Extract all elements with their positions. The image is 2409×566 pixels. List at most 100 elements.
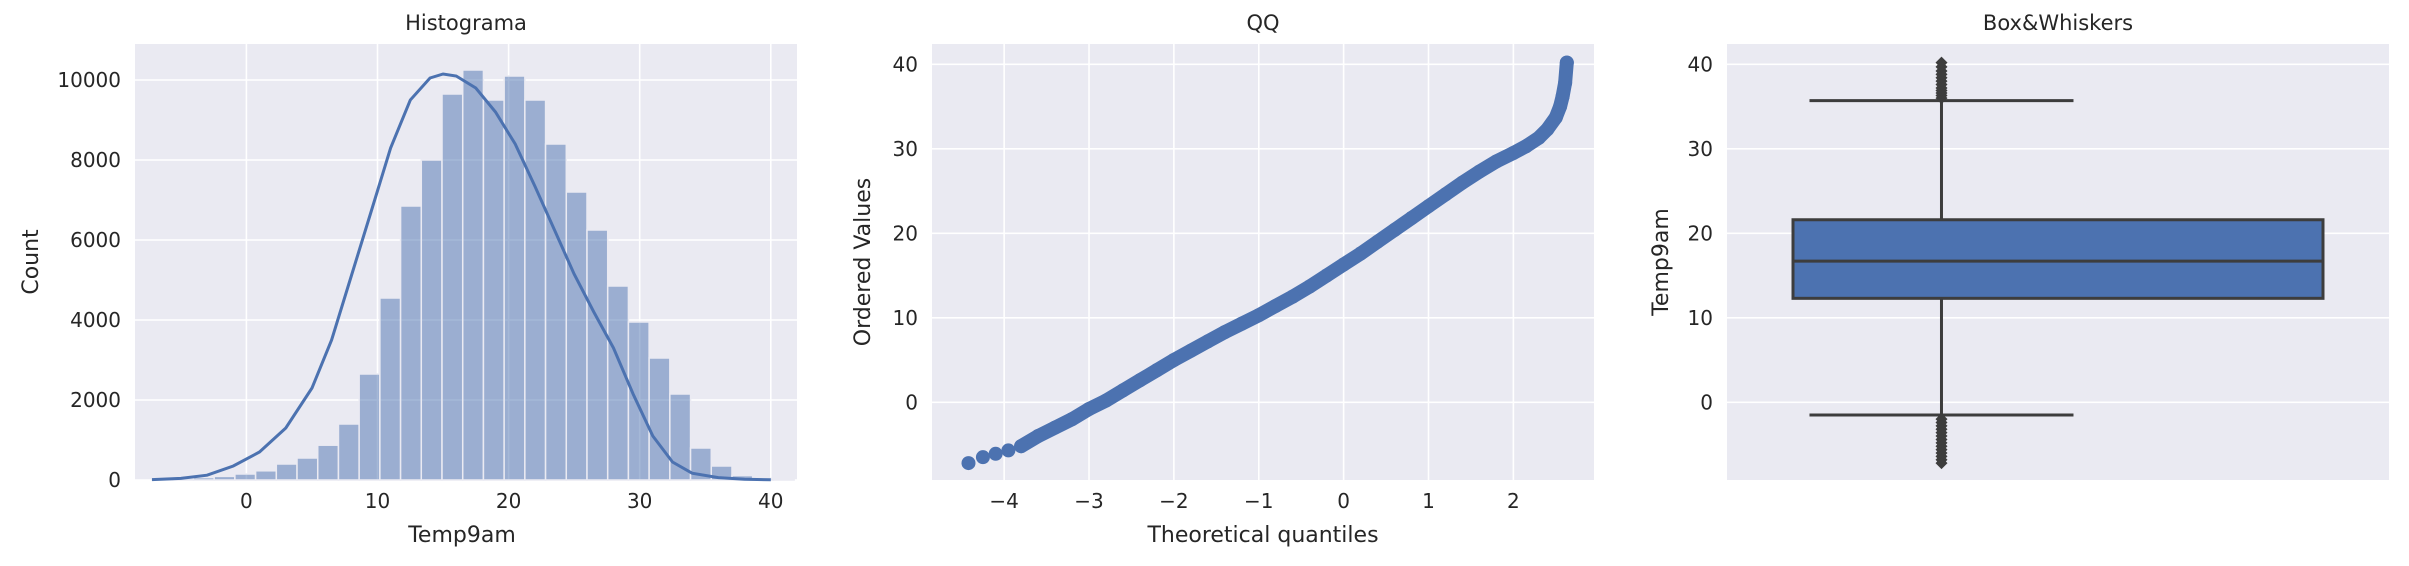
histogram-bar bbox=[337, 423, 360, 481]
histogram-kde-curve bbox=[151, 72, 771, 482]
qq-point bbox=[1421, 199, 1436, 214]
histogram-bar bbox=[296, 457, 319, 481]
boxplot-y-ticks: 0 10 20 30 40 bbox=[1688, 52, 1713, 414]
histogram-bar bbox=[441, 93, 464, 481]
qq-point bbox=[1302, 279, 1317, 294]
histogram-y-tick-label: 6000 bbox=[70, 228, 121, 252]
qq-point bbox=[1098, 393, 1113, 408]
qq-x-ticks: −4 −3 −2 −1 0 1 2 bbox=[989, 489, 1519, 513]
boxplot-y-tick-label: 10 bbox=[1688, 306, 1713, 330]
histogram-bar bbox=[648, 357, 671, 481]
histogram-bar bbox=[461, 69, 485, 481]
qq-point bbox=[1455, 175, 1470, 190]
histogram-x-tick-label: 0 bbox=[240, 489, 253, 513]
qq-point bbox=[1251, 308, 1266, 323]
boxplot-title: Box&Whiskers bbox=[1983, 11, 2133, 35]
qq-point bbox=[1217, 325, 1232, 340]
boxplot-outlier bbox=[1935, 56, 1948, 69]
qq-point bbox=[1014, 439, 1029, 454]
qq-point bbox=[961, 456, 976, 471]
histogram-title: Histograma bbox=[405, 11, 527, 35]
histogram-bar bbox=[565, 191, 588, 481]
histogram-bar bbox=[627, 321, 650, 481]
histogram-bar bbox=[275, 463, 298, 481]
qq-point bbox=[1268, 298, 1283, 313]
histogram-y-tick-label: 10000 bbox=[57, 68, 121, 92]
qq-ylabel: Ordered Values bbox=[851, 178, 876, 346]
histogram-y-ticks: 0 2000 4000 6000 8000 10000 bbox=[57, 68, 121, 492]
qq-point bbox=[1115, 383, 1130, 398]
boxplot-ylabel: Temp9am bbox=[1649, 208, 1674, 317]
histogram-ylabel: Count bbox=[19, 229, 44, 295]
qq-plot-area bbox=[932, 44, 1594, 480]
boxplot-chart: 0 10 20 30 40 Box&Whiskers Temp9am bbox=[1649, 11, 2389, 480]
boxplot-y-tick-label: 20 bbox=[1688, 221, 1713, 245]
qq-point bbox=[1519, 139, 1534, 154]
qq-point bbox=[1183, 343, 1198, 358]
qq-point bbox=[1558, 75, 1573, 90]
qq-y-tick-label: 0 bbox=[905, 390, 918, 414]
histogram-y-tick-label: 8000 bbox=[70, 148, 121, 172]
boxplot-outlier bbox=[1935, 457, 1948, 470]
qq-chart: −4 −3 −2 −1 0 1 2 0 10 20 30 40 QQ Theoretical qua… bbox=[851, 11, 1594, 548]
qq-point bbox=[1404, 211, 1419, 226]
qq-xlabel: Theoretical quantiles bbox=[1146, 523, 1378, 548]
qq-point bbox=[1001, 443, 1016, 458]
histogram-xlabel: Temp9am bbox=[407, 523, 516, 548]
qq-x-tick-label: 0 bbox=[1337, 489, 1350, 513]
histogram-bar bbox=[213, 475, 236, 481]
qq-point bbox=[1149, 363, 1164, 378]
histogram-y-tick-label: 2000 bbox=[70, 388, 121, 412]
histogram-bar bbox=[524, 99, 547, 481]
histogram-bar bbox=[606, 285, 630, 481]
histogram-bar bbox=[482, 99, 505, 481]
qq-point bbox=[988, 446, 1003, 461]
qq-x-tick-label: −4 bbox=[989, 489, 1018, 513]
histogram-bar bbox=[254, 470, 278, 481]
histogram-bar bbox=[689, 447, 713, 481]
qq-x-tick-label: −1 bbox=[1244, 489, 1273, 513]
qq-y-tick-label: 30 bbox=[893, 137, 918, 161]
qq-x-tick-label: 2 bbox=[1507, 489, 1520, 513]
qq-points bbox=[961, 55, 1574, 471]
histogram-bar bbox=[358, 373, 381, 481]
qq-point bbox=[975, 450, 990, 465]
qq-x-tick-label: −2 bbox=[1159, 489, 1188, 513]
qq-point bbox=[1319, 268, 1334, 283]
histogram-bar bbox=[234, 473, 257, 481]
histogram-bar bbox=[399, 205, 423, 481]
qq-point bbox=[1540, 122, 1555, 137]
boxplot-y-tick-label: 40 bbox=[1688, 52, 1713, 76]
qq-point bbox=[1065, 412, 1080, 427]
histogram-bar bbox=[420, 159, 443, 481]
histogram-x-tick-label: 30 bbox=[627, 489, 652, 513]
qq-point bbox=[1031, 429, 1046, 444]
boxplot-box bbox=[1791, 218, 2325, 300]
qq-y-tick-label: 40 bbox=[893, 52, 918, 76]
histogram-y-tick-label: 0 bbox=[108, 468, 121, 492]
qq-point bbox=[1285, 289, 1300, 304]
qq-point bbox=[1548, 110, 1563, 125]
qq-y-ticks: 0 10 20 30 40 bbox=[893, 52, 918, 414]
qq-point bbox=[1082, 402, 1097, 417]
qq-point bbox=[1132, 373, 1147, 388]
histogram-x-tick-label: 20 bbox=[496, 489, 521, 513]
qq-y-tick-label: 10 bbox=[893, 306, 918, 330]
histogram-bar bbox=[544, 143, 568, 481]
histogram-bars bbox=[151, 69, 795, 481]
qq-title: QQ bbox=[1246, 11, 1279, 35]
qq-point bbox=[1506, 146, 1521, 160]
histogram-bar bbox=[316, 444, 340, 481]
histogram-bar bbox=[669, 393, 692, 481]
qq-x-tick-label: −3 bbox=[1074, 489, 1103, 513]
boxplot-y-tick-label: 30 bbox=[1688, 137, 1713, 161]
histogram-bar bbox=[586, 229, 609, 481]
qq-point bbox=[1370, 234, 1385, 249]
qq-point bbox=[1166, 353, 1181, 368]
histogram-y-tick-label: 4000 bbox=[70, 308, 121, 332]
histogram-x-ticks: 0 10 20 30 40 bbox=[240, 489, 783, 513]
qq-point bbox=[1555, 89, 1570, 104]
qq-point bbox=[1234, 316, 1249, 331]
qq-point bbox=[1353, 246, 1368, 261]
qq-point bbox=[1559, 55, 1574, 70]
